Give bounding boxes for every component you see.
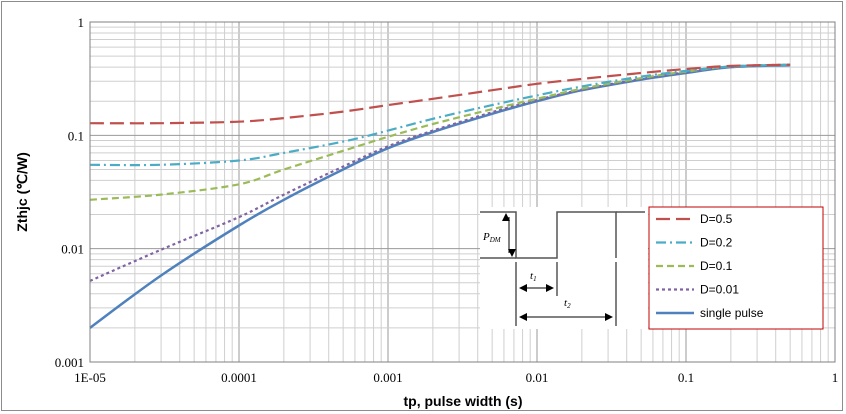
legend-label-single-pulse: single pulse: [700, 306, 764, 320]
series-line-d-0-01: [89, 63, 791, 282]
y-axis-label: Zthjc (℃/W): [14, 152, 30, 231]
y-tick-label: 0.01: [61, 242, 84, 257]
y-tick-label: 1: [78, 15, 85, 30]
x-tick-label: 1E-05: [74, 370, 106, 385]
legend-label-d-0-1: D=0.1: [700, 259, 733, 273]
x-tick-label: 0.1: [678, 370, 694, 385]
legend-label-d-0-01: D=0.01: [700, 283, 739, 297]
t1-label: t1: [530, 270, 537, 283]
x-tick-label: 0.001: [373, 370, 402, 385]
series-layer: [89, 63, 791, 329]
series-line-d-0-5: [89, 63, 791, 125]
plot-border: [89, 21, 836, 363]
y-tick-label: 0.1: [68, 128, 84, 143]
legend: D=0.5 D=0.2 D=0.1 D=0.01 single pulse: [648, 206, 824, 330]
y-tick-labels: 0.001 0.01 0.1 1: [55, 15, 84, 370]
series-line-d-0-2: [89, 63, 791, 167]
x-axis-label: tp, pulse width (s): [404, 393, 523, 409]
legend-label-d-0-2: D=0.2: [700, 236, 733, 250]
t2-label: t2: [564, 297, 571, 310]
y-tick-label: 0.001: [55, 355, 84, 370]
x-tick-label: 0.01: [526, 370, 549, 385]
legend-box: [648, 206, 824, 330]
series-line-d-0-1: [89, 63, 791, 201]
legend-label-d-0-5: D=0.5: [700, 212, 733, 226]
inset-background: [480, 207, 648, 329]
x-tick-label: 1: [832, 370, 839, 385]
x-tick-label: 0.0001: [221, 370, 257, 385]
x-tick-labels: 1E-05 0.0001 0.001 0.01 0.1 1: [74, 370, 838, 385]
pulse-diagram-inset: PDM t1 t2: [480, 207, 648, 329]
power-label: PDM: [482, 231, 502, 244]
